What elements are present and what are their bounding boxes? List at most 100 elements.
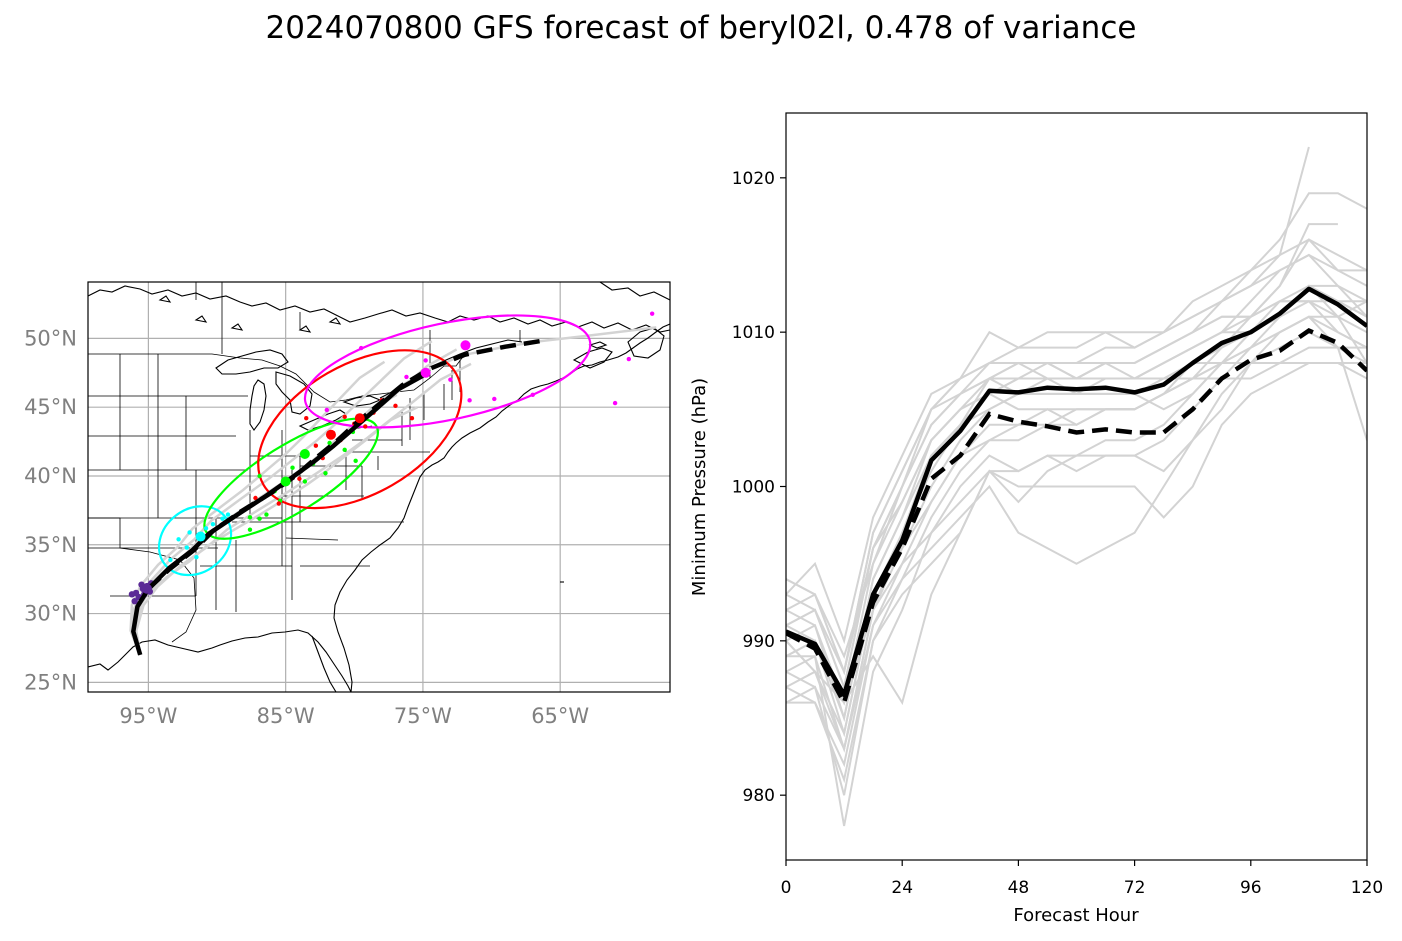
member-position-f24 xyxy=(168,557,173,563)
member-position-f48 xyxy=(342,447,347,453)
member-position-f24 xyxy=(220,516,225,521)
ensemble-member-line xyxy=(786,300,1367,753)
mean-position-f00 xyxy=(142,583,153,594)
member-position-f48 xyxy=(264,512,269,517)
ensemble-member-line xyxy=(786,238,1367,645)
mean-position-f48 xyxy=(299,448,310,459)
mean-position-f24 xyxy=(195,531,206,542)
ensemble-member-line xyxy=(786,284,1367,706)
uncertainty-ellipse-f48 xyxy=(203,417,380,540)
map-data-layer xyxy=(128,311,657,656)
member-position-f72 xyxy=(297,476,302,481)
member-position-f24 xyxy=(184,545,190,550)
map-lat-tick: 25°N xyxy=(24,670,77,694)
pei xyxy=(588,341,608,349)
y-tick-label: 980 xyxy=(743,786,775,806)
member-position-f24 xyxy=(203,526,209,531)
uncertainty-ellipse-f24 xyxy=(157,505,233,577)
member-position-f24 xyxy=(194,554,199,560)
x-tick-label: 24 xyxy=(891,878,913,898)
y-axis-label: Minimum Pressure (hPa) xyxy=(689,378,710,596)
map-background xyxy=(88,282,670,692)
y-tick-label: 990 xyxy=(743,632,775,652)
member-position-f24 xyxy=(225,512,231,517)
member-position-f24 xyxy=(210,521,216,527)
member-position-f96 xyxy=(404,374,409,380)
ensemble-member-line xyxy=(786,362,1367,753)
member-position-f24 xyxy=(187,530,192,535)
member-position-f48 xyxy=(247,527,253,532)
mean-position-f48 xyxy=(280,476,291,487)
map-lat-tick: 30°N xyxy=(24,602,77,626)
member-position-f24 xyxy=(176,537,181,542)
member-position-f48 xyxy=(353,458,358,464)
member-position-f72 xyxy=(363,424,368,429)
member-position-f96 xyxy=(612,400,618,406)
y-tick-label: 1000 xyxy=(732,478,775,498)
coastline-florida xyxy=(311,635,337,692)
map-lon-tick: 95°W xyxy=(119,704,177,728)
member-position-f00 xyxy=(131,597,138,605)
member-position-f96 xyxy=(649,311,655,316)
map-lat-tick: 35°N xyxy=(24,533,77,557)
us-canada-border xyxy=(88,353,471,403)
mean-line-solid xyxy=(786,286,1367,698)
x-tick-label: 96 xyxy=(1240,878,1262,898)
uncertainty-ellipse-f72 xyxy=(257,349,463,510)
member-position-f48 xyxy=(302,479,308,484)
map-lat-tick: 45°N xyxy=(24,395,77,419)
member-position-f00 xyxy=(128,591,136,598)
member-position-f48 xyxy=(323,471,328,476)
map-tick-labels: 95°W 85°W 75°W 65°W 25°N 30°N 35°N 40°N 45°N 50°N xyxy=(24,326,589,728)
member-position-f48 xyxy=(257,516,262,521)
track-map: 95°W 85°W 75°W 65°W 25°N 30°N 35°N 40°N 45°N 50°N xyxy=(24,281,671,728)
member-position-f48 xyxy=(290,465,295,470)
member-position-f96 xyxy=(467,398,472,403)
member-position-f72 xyxy=(409,416,415,421)
newfoundland xyxy=(627,327,665,359)
ensemble-member-line xyxy=(786,346,1367,691)
coastline-gulf-atlantic xyxy=(88,323,670,692)
x-axis-label: Forecast Hour xyxy=(1013,905,1139,926)
map-lat-tick: 50°N xyxy=(24,326,77,350)
mean-position-f72 xyxy=(325,429,336,440)
member-position-f72 xyxy=(313,443,319,448)
map-lon-tick: 85°W xyxy=(257,704,315,728)
member-position-f96 xyxy=(423,358,428,363)
coastline-labrador xyxy=(599,282,670,301)
member-position-f96 xyxy=(448,377,453,382)
ensemble-member-line xyxy=(786,253,1367,738)
mean-position-f96 xyxy=(420,367,431,378)
member-position-f96 xyxy=(492,396,497,402)
mean-position-f96 xyxy=(460,340,471,351)
member-position-f48 xyxy=(327,440,332,446)
ensemble-member-line xyxy=(786,362,1367,660)
member-position-f96 xyxy=(626,356,632,362)
mean-position-f72 xyxy=(354,413,365,424)
pressure-ticks: 0 24 48 72 96 120 980 990 1000 1010 1020 xyxy=(732,169,1383,898)
member-position-f96 xyxy=(530,392,535,398)
map-lon-tick: 75°W xyxy=(394,704,452,728)
member-position-f96 xyxy=(358,345,364,351)
figure-title: 2024070800 GFS forecast of beryl02l, 0.4… xyxy=(265,10,1137,46)
member-position-f72 xyxy=(253,495,258,501)
y-tick-label: 1020 xyxy=(732,169,775,189)
member-position-f72 xyxy=(393,403,398,409)
x-tick-label: 48 xyxy=(1008,878,1030,898)
map-lat-tick: 40°N xyxy=(24,464,77,488)
pressure-chart: 0 24 48 72 96 120 980 990 1000 1010 1020 Forecast … xyxy=(689,112,1383,926)
small-lakes xyxy=(158,295,342,333)
pressure-series-layer xyxy=(786,146,1367,827)
lake-superior xyxy=(215,349,289,375)
x-tick-label: 120 xyxy=(1351,878,1383,898)
y-tick-label: 1010 xyxy=(732,323,775,343)
member-position-f72 xyxy=(342,414,347,420)
map-lon-tick: 65°W xyxy=(531,704,589,728)
ensemble-member-track xyxy=(135,362,472,656)
member-position-f48 xyxy=(257,473,262,479)
uncertainty-ellipse-f96 xyxy=(303,314,592,429)
member-position-f72 xyxy=(304,416,309,421)
ensemble-member-line xyxy=(786,284,1367,796)
map-frame xyxy=(87,281,671,693)
